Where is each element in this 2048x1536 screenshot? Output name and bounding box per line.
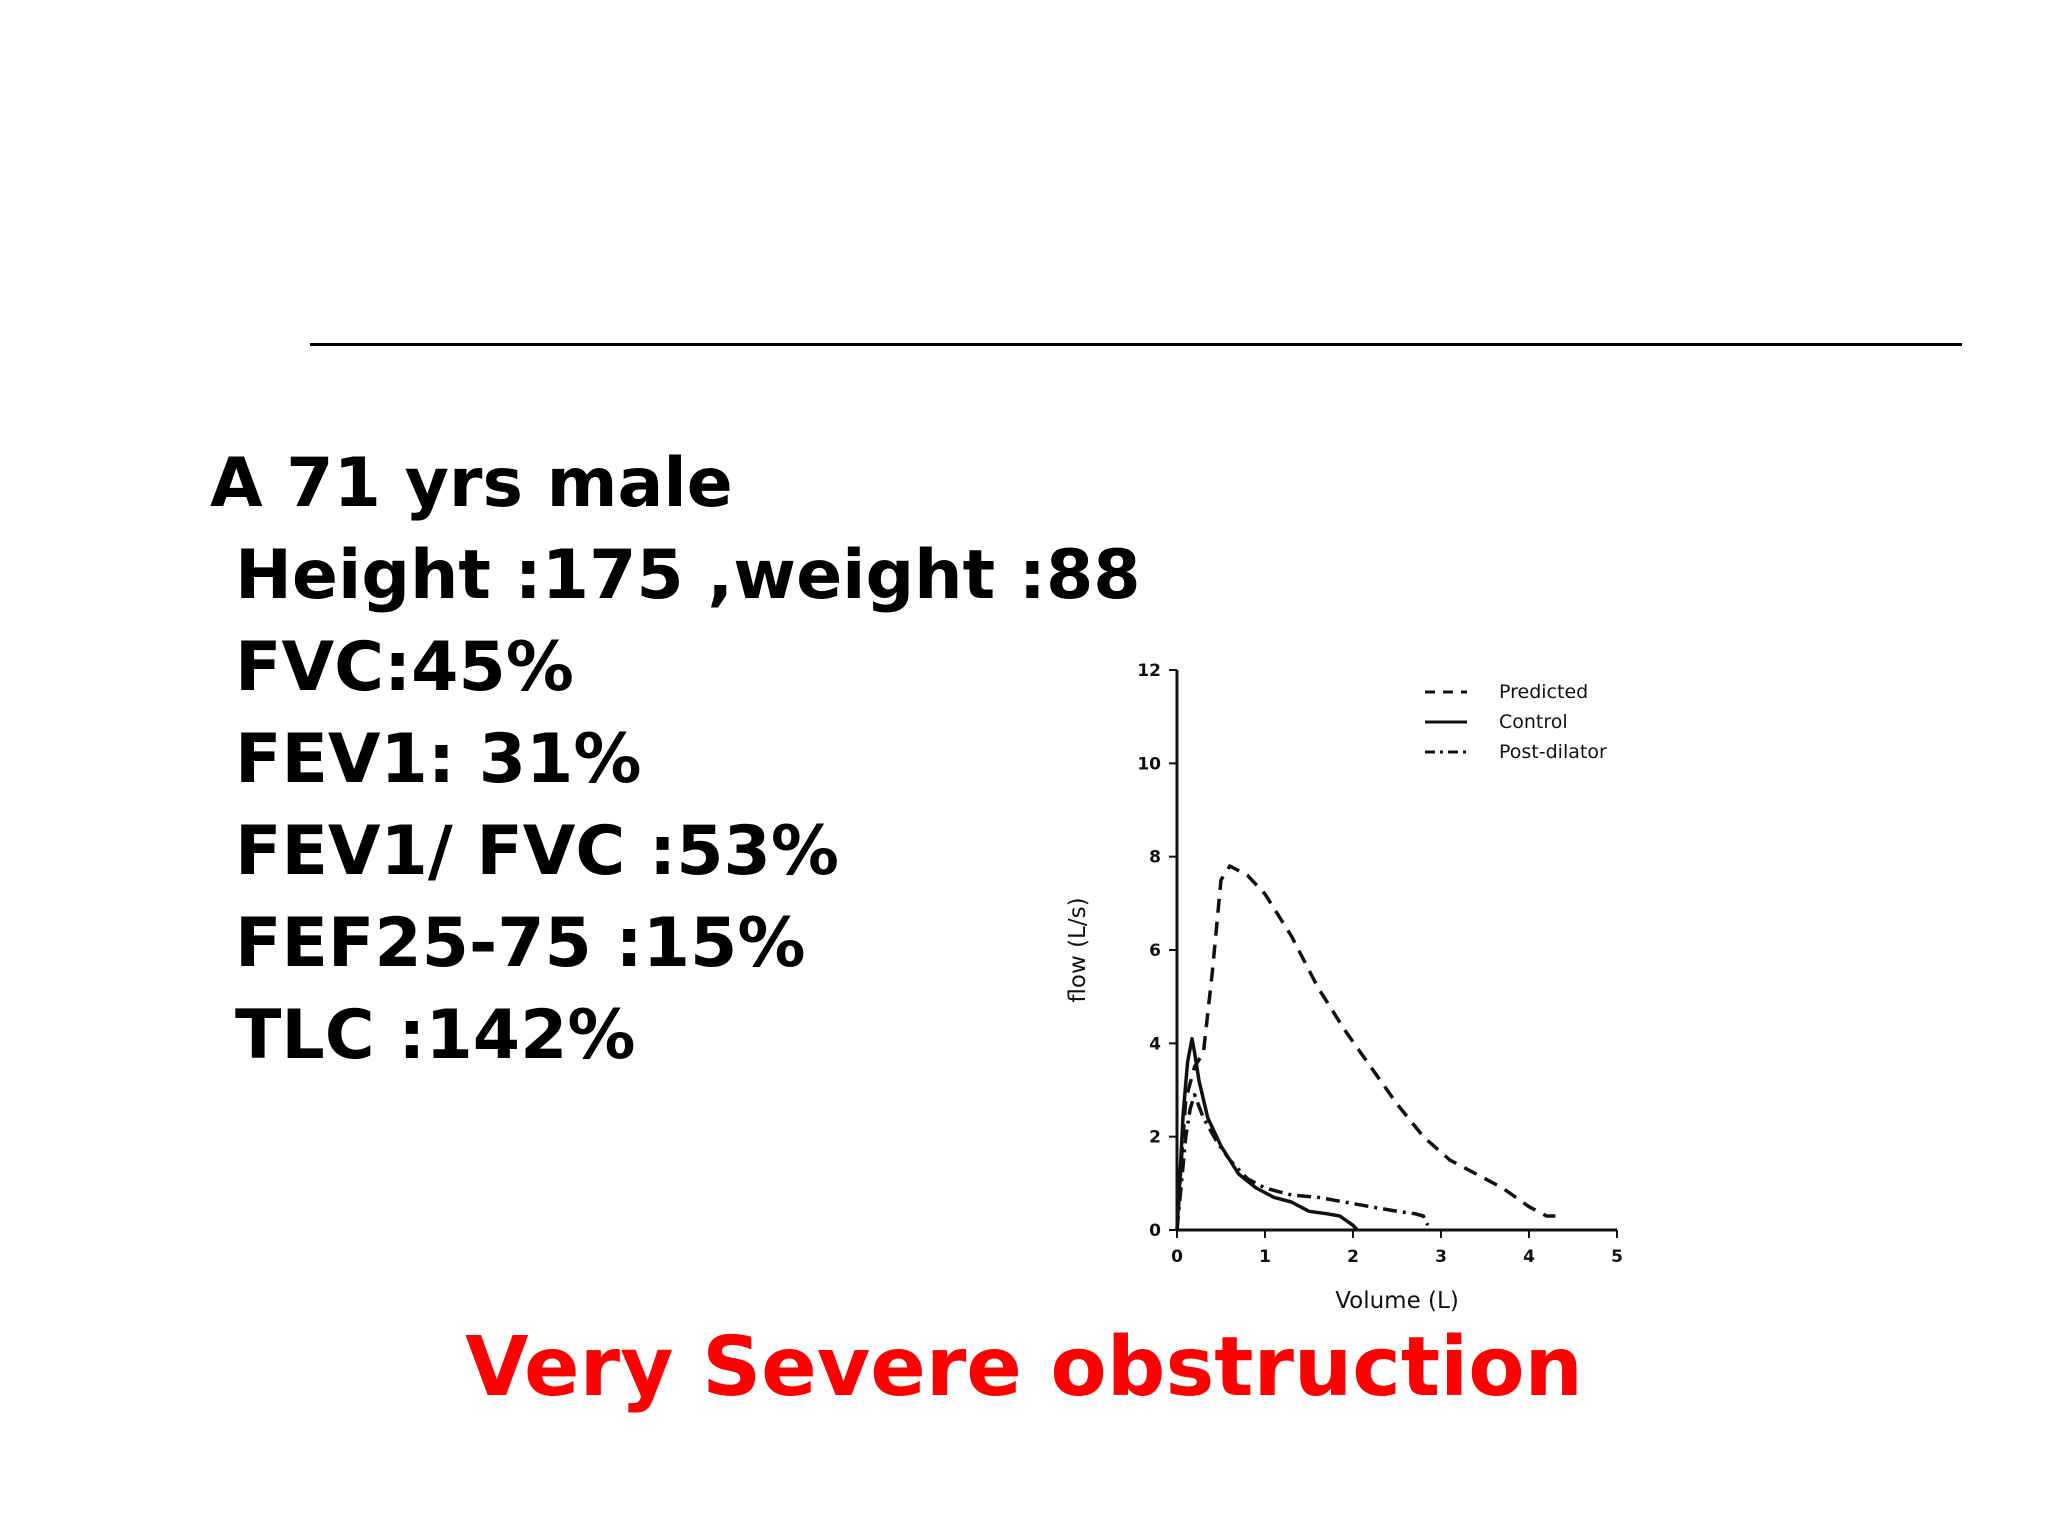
x-tick-label: 5 <box>1611 1247 1623 1267</box>
y-axis-label: flow (L/s) <box>1065 897 1091 1002</box>
legend-label: Post-dilator <box>1499 741 1607 763</box>
case-fvc: FVC:45% <box>235 628 574 707</box>
y-tick-label: 2 <box>1149 1128 1161 1148</box>
case-details: A 71 yrs male Height :175 ,weight :88 FV… <box>210 438 1141 1082</box>
case-fev1-fvc: FEV1/ FVC :53% <box>235 812 839 891</box>
series-line-post-dilator <box>1175 1092 1430 1231</box>
y-tick-label: 8 <box>1149 848 1161 868</box>
x-tick-label: 0 <box>1171 1247 1183 1267</box>
legend-label: Control <box>1499 711 1568 733</box>
case-height-weight: Height :175 ,weight :88 <box>235 536 1141 615</box>
y-tick-label: 0 <box>1149 1221 1161 1241</box>
y-tick-label: 4 <box>1149 1034 1161 1054</box>
case-headline: A 71 yrs male <box>210 444 733 523</box>
y-tick-label: 10 <box>1137 754 1161 774</box>
case-fev1: FEV1: 31% <box>235 720 642 799</box>
x-tick-label: 1 <box>1259 1247 1271 1267</box>
legend-label: Predicted <box>1499 681 1588 703</box>
x-axis-label: Volume (L) <box>1335 1288 1459 1314</box>
case-tlc: TLC :142% <box>235 996 636 1075</box>
series-line-predicted <box>1175 864 1556 1231</box>
x-tick-label: 4 <box>1523 1247 1535 1267</box>
y-tick-label: 12 <box>1137 661 1161 681</box>
verdict-text: Very Severe obstruction <box>465 1320 1583 1415</box>
y-tick-label: 6 <box>1149 941 1161 961</box>
x-tick-label: 3 <box>1435 1247 1447 1267</box>
title-divider <box>310 343 1962 346</box>
x-tick-label: 2 <box>1347 1247 1359 1267</box>
case-fef25-75: FEF25-75 :15% <box>235 904 806 983</box>
